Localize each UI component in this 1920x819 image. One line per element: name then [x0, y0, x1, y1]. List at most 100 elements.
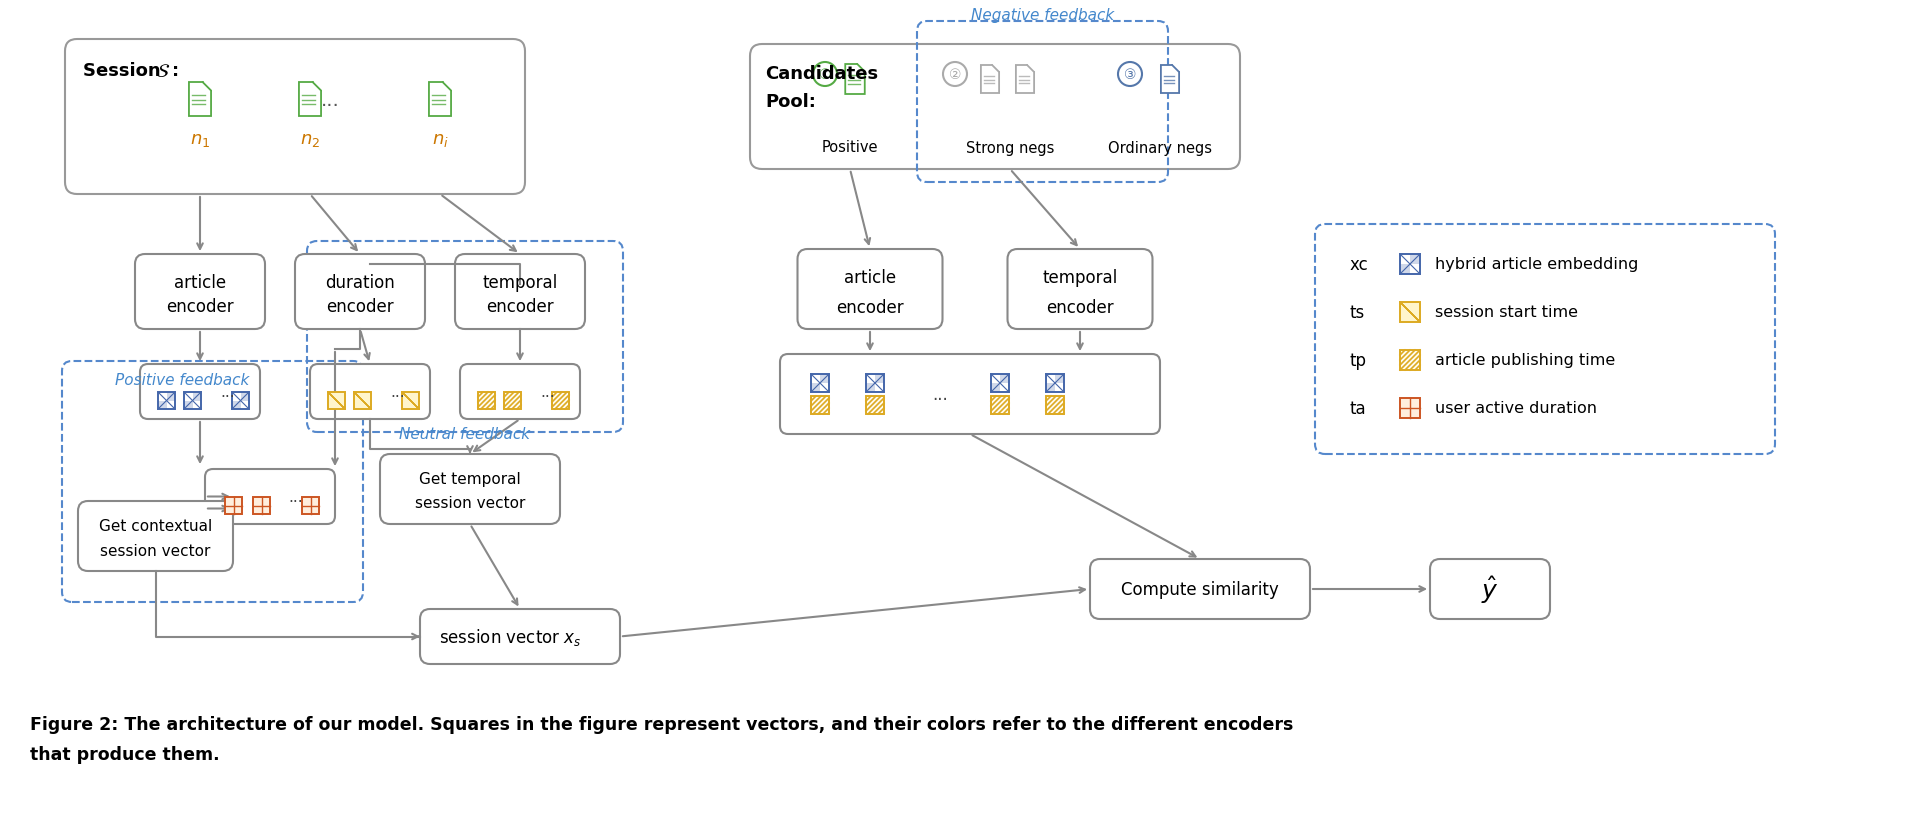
Text: user active duration: user active duration — [1434, 401, 1597, 416]
Bar — [866, 396, 883, 414]
Bar — [328, 392, 346, 410]
Bar — [401, 392, 419, 410]
Text: encoder: encoder — [1046, 298, 1114, 316]
Bar — [991, 396, 1010, 414]
Text: $n_i$: $n_i$ — [432, 131, 449, 149]
Bar — [820, 374, 829, 383]
FancyBboxPatch shape — [1008, 250, 1152, 329]
FancyBboxPatch shape — [461, 364, 580, 419]
Bar — [876, 374, 883, 383]
Bar — [1046, 383, 1054, 392]
Text: $n_2$: $n_2$ — [300, 131, 321, 149]
Text: ...: ... — [221, 385, 234, 400]
Bar — [810, 383, 820, 392]
Bar — [1046, 374, 1064, 392]
FancyBboxPatch shape — [1091, 559, 1309, 619]
Bar — [157, 392, 175, 410]
Text: Get temporal: Get temporal — [419, 472, 520, 486]
Bar — [353, 392, 371, 410]
Bar — [192, 392, 202, 401]
Bar — [184, 392, 202, 410]
Bar — [184, 401, 192, 410]
Bar — [1400, 265, 1409, 274]
Text: ③: ③ — [1123, 68, 1137, 82]
Text: article: article — [175, 274, 227, 292]
Bar — [1409, 255, 1421, 265]
FancyBboxPatch shape — [309, 364, 430, 419]
Text: Session: Session — [83, 62, 167, 80]
Bar — [157, 401, 167, 410]
FancyBboxPatch shape — [65, 40, 524, 195]
Text: ta: ta — [1350, 400, 1367, 418]
Text: ...: ... — [390, 385, 405, 400]
Bar — [301, 497, 319, 514]
FancyBboxPatch shape — [1315, 224, 1774, 455]
Text: encoder: encoder — [837, 298, 904, 316]
FancyBboxPatch shape — [205, 469, 334, 524]
Bar — [503, 392, 520, 410]
Text: Positive: Positive — [822, 140, 877, 156]
FancyBboxPatch shape — [380, 455, 561, 524]
Text: xc: xc — [1350, 256, 1369, 274]
Text: $n_1$: $n_1$ — [190, 131, 209, 149]
Text: article: article — [845, 269, 897, 287]
Text: Get contextual: Get contextual — [98, 518, 211, 533]
Text: temporal: temporal — [1043, 269, 1117, 287]
Polygon shape — [300, 83, 321, 117]
Text: ...: ... — [931, 386, 948, 404]
Polygon shape — [1162, 66, 1179, 94]
Bar — [991, 374, 1010, 392]
Bar — [232, 401, 240, 410]
Bar — [167, 392, 175, 401]
Text: that produce them.: that produce them. — [31, 745, 219, 763]
Polygon shape — [428, 83, 451, 117]
Text: duration: duration — [324, 274, 396, 292]
Bar — [225, 497, 242, 514]
Bar — [810, 396, 829, 414]
Bar — [1400, 351, 1421, 370]
Text: tp: tp — [1350, 351, 1367, 369]
Text: ts: ts — [1350, 304, 1365, 322]
Text: encoder: encoder — [326, 298, 394, 316]
Text: Candidates: Candidates — [764, 65, 877, 83]
Bar — [1046, 396, 1064, 414]
FancyBboxPatch shape — [751, 45, 1240, 170]
Bar — [1400, 255, 1421, 274]
FancyBboxPatch shape — [296, 255, 424, 329]
Text: Compute similarity: Compute similarity — [1121, 581, 1279, 598]
Text: Strong negs: Strong negs — [966, 140, 1054, 156]
Polygon shape — [845, 65, 864, 95]
FancyBboxPatch shape — [420, 609, 620, 664]
Polygon shape — [1016, 66, 1035, 94]
FancyBboxPatch shape — [79, 501, 232, 572]
Bar — [553, 392, 568, 410]
Text: :: : — [173, 62, 179, 80]
Text: Negative feedback: Negative feedback — [972, 8, 1114, 23]
Text: Neutral feedback: Neutral feedback — [399, 427, 530, 441]
Bar — [1054, 374, 1064, 383]
Polygon shape — [981, 66, 998, 94]
Text: ...: ... — [321, 90, 340, 110]
Text: encoder: encoder — [167, 298, 234, 316]
Text: Pool:: Pool: — [764, 93, 816, 111]
FancyBboxPatch shape — [797, 250, 943, 329]
Bar — [1400, 303, 1421, 323]
FancyBboxPatch shape — [455, 255, 586, 329]
Polygon shape — [188, 83, 211, 117]
Text: ...: ... — [288, 490, 303, 505]
Text: encoder: encoder — [486, 298, 553, 316]
Bar — [478, 392, 495, 410]
Text: ①: ① — [818, 68, 831, 82]
Bar — [1400, 399, 1421, 419]
Text: session vector: session vector — [100, 543, 211, 558]
FancyBboxPatch shape — [140, 364, 259, 419]
Text: article publishing time: article publishing time — [1434, 353, 1615, 368]
Text: session start time: session start time — [1434, 305, 1578, 320]
FancyBboxPatch shape — [134, 255, 265, 329]
Text: Positive feedback: Positive feedback — [115, 373, 250, 387]
Bar — [991, 383, 1000, 392]
Text: session vector $x_s$: session vector $x_s$ — [440, 627, 582, 647]
Bar — [253, 497, 271, 514]
Bar — [232, 392, 250, 410]
Bar — [1000, 374, 1010, 383]
